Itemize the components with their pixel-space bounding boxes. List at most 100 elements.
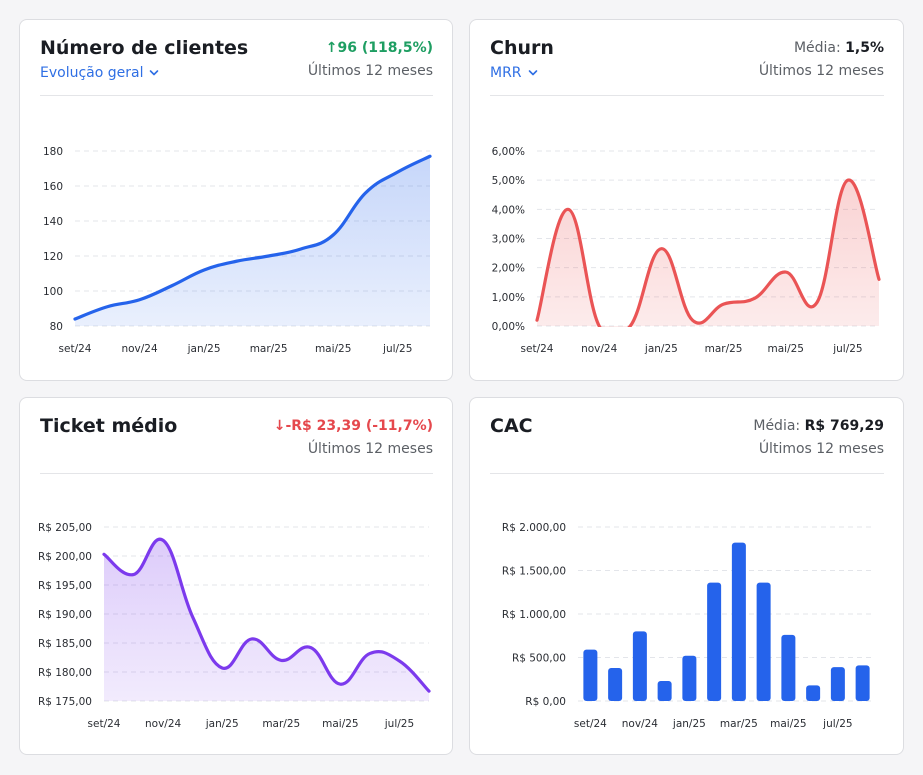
period-label: Últimos 12 meses <box>758 441 884 457</box>
point-dez/24[interactable] <box>168 282 176 290</box>
point-set/24[interactable] <box>533 316 541 324</box>
bar-jul/25[interactable] <box>830 667 845 701</box>
point-abr/25[interactable] <box>751 294 759 302</box>
average-value: R$ 769,29 <box>804 418 884 434</box>
point-jun/25[interactable] <box>361 189 369 197</box>
point-mar/25[interactable] <box>720 300 728 308</box>
x-tick-label: jul/25 <box>822 718 852 730</box>
point-jul/25[interactable] <box>394 168 402 176</box>
y-tick-label: 2,00% <box>492 263 525 275</box>
y-tick-label: 5,00% <box>492 175 525 187</box>
y-tick-label: 4,00% <box>492 204 525 216</box>
clientes-chart: 80 100 120 140 160 180 set/24 nov/24 jan/25 mar/2… <box>43 146 434 355</box>
y-tick-label: R$ 205,00 <box>38 522 92 534</box>
y-tick-label: R$ 180,00 <box>38 667 92 679</box>
card-title: Número de clientes <box>40 37 249 59</box>
bar-abr/25[interactable] <box>756 582 771 701</box>
point-dez/24[interactable] <box>626 322 634 330</box>
x-tick-label: nov/24 <box>622 718 659 730</box>
mrr-dropdown[interactable]: MRR <box>490 65 538 81</box>
evolucao-dropdown[interactable]: Evolução geral <box>40 65 159 81</box>
series-line <box>102 537 431 693</box>
bar-ago/25[interactable] <box>855 665 870 701</box>
point-jan/25[interactable] <box>200 266 208 274</box>
point-mar/25[interactable] <box>277 656 285 664</box>
point-nov/24[interactable] <box>136 296 144 304</box>
x-tick-label: set/24 <box>59 343 92 355</box>
bar-out/24[interactable] <box>608 667 623 701</box>
point-ago/25[interactable] <box>425 687 433 695</box>
divider <box>490 473 884 474</box>
x-tick-label: mai/25 <box>315 343 351 355</box>
y-tick-label: 120 <box>43 251 63 263</box>
point-jun/25[interactable] <box>813 299 821 307</box>
period-label: Últimos 12 meses <box>307 63 433 79</box>
point-dez/24[interactable] <box>189 613 197 621</box>
y-tick-label: 0,00% <box>492 321 525 333</box>
x-tick-label: mai/25 <box>767 343 803 355</box>
y-tick-label: 140 <box>43 216 63 228</box>
x-tick-label: mai/25 <box>770 718 806 730</box>
x-tick-label: mar/25 <box>720 718 758 730</box>
x-tick-label: jan/25 <box>205 718 239 730</box>
point-out/24[interactable] <box>564 205 572 213</box>
churn-chart: 0,00% 1,00% 2,00% 3,00% 4,00% 5,00% 6,00% set/2… <box>492 146 883 355</box>
card-cac: CAC Média: R$ 769,29 Últimos 12 meses R$… <box>469 397 904 755</box>
variation-badge: ↑96 (118,5%) <box>325 40 433 56</box>
point-fev/25[interactable] <box>232 257 240 265</box>
point-jan/25[interactable] <box>657 245 665 253</box>
x-tick-label: mar/25 <box>250 343 288 355</box>
point-nov/24[interactable] <box>595 322 603 330</box>
bar-nov/24[interactable] <box>632 631 647 701</box>
bar-jun/25[interactable] <box>806 685 821 701</box>
point-mai/25[interactable] <box>329 231 337 239</box>
point-ago/25[interactable] <box>426 152 434 160</box>
x-tick-label: jan/25 <box>187 343 221 355</box>
x-tick-label: jul/25 <box>384 718 414 730</box>
x-tick-label: set/24 <box>88 718 121 730</box>
point-jul/25[interactable] <box>844 176 852 184</box>
point-jun/25[interactable] <box>366 649 374 657</box>
point-jan/25[interactable] <box>218 664 226 672</box>
y-tick-label: R$ 0,00 <box>525 696 566 708</box>
point-out/24[interactable] <box>103 303 111 311</box>
bar-mai/25[interactable] <box>781 634 796 701</box>
point-mar/25[interactable] <box>265 252 273 260</box>
ticket-chart: R$ 175,00 R$ 180,00 R$ 185,00 R$ 190,00 R$ 1… <box>38 522 433 730</box>
point-fev/25[interactable] <box>688 316 696 324</box>
bar-jan/25[interactable] <box>682 655 697 701</box>
point-mai/25[interactable] <box>336 680 344 688</box>
y-tick-label: R$ 185,00 <box>38 638 92 650</box>
bar-mar/25[interactable] <box>731 542 746 701</box>
divider <box>40 473 433 474</box>
y-tick-label: R$ 195,00 <box>38 580 92 592</box>
bar-set/24[interactable] <box>583 649 598 701</box>
y-tick-label: 80 <box>50 321 63 333</box>
dropdown-label: Evolução geral <box>40 65 144 81</box>
y-tick-label: R$ 200,00 <box>38 551 92 563</box>
point-abr/25[interactable] <box>297 245 305 253</box>
area-fill <box>75 156 430 326</box>
point-out/24[interactable] <box>130 571 138 579</box>
point-nov/24[interactable] <box>159 536 167 544</box>
card-title: CAC <box>490 415 533 437</box>
y-tick-label: R$ 500,00 <box>512 653 566 665</box>
x-tick-label: jul/25 <box>382 343 412 355</box>
bar-fev/25[interactable] <box>707 582 722 701</box>
y-tick-label: 6,00% <box>492 146 525 158</box>
point-set/24[interactable] <box>100 550 108 558</box>
point-jul/25[interactable] <box>395 657 403 665</box>
point-ago/25[interactable] <box>875 275 883 283</box>
x-tick-label: nov/24 <box>121 343 158 355</box>
y-tick-label: 160 <box>43 181 63 193</box>
y-tick-label: R$ 190,00 <box>38 609 92 621</box>
point-set/24[interactable] <box>71 315 79 323</box>
card-ticket-medio: Ticket médio ↓-R$ 23,39 (-11,7%) Últimos… <box>19 397 453 755</box>
point-abr/25[interactable] <box>307 644 315 652</box>
point-fev/25[interactable] <box>248 635 256 643</box>
bar-dez/24[interactable] <box>657 680 672 701</box>
period-label: Últimos 12 meses <box>758 63 884 79</box>
point-mai/25[interactable] <box>782 268 790 276</box>
area-fill <box>537 180 879 327</box>
divider <box>490 95 884 96</box>
